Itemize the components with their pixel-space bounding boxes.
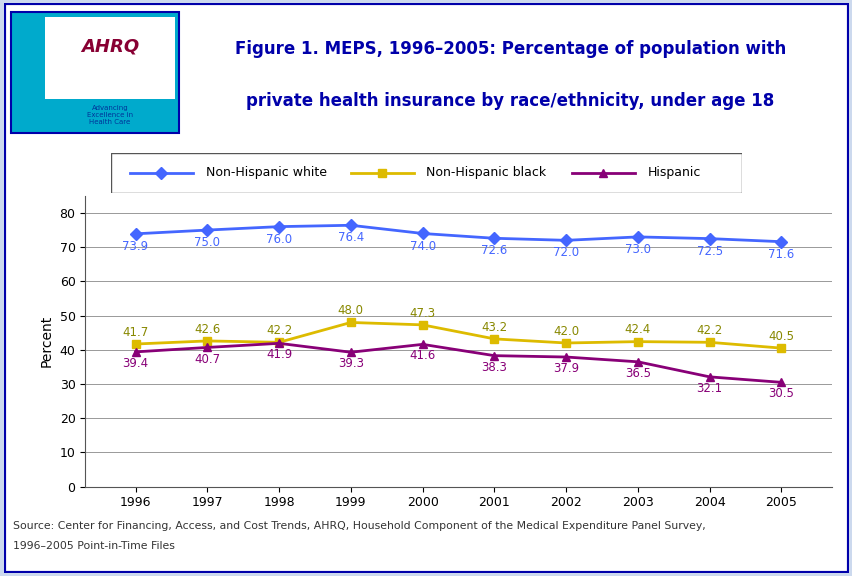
Text: 73.9: 73.9 bbox=[123, 240, 148, 253]
Text: 42.2: 42.2 bbox=[696, 324, 722, 337]
Text: 42.4: 42.4 bbox=[624, 324, 650, 336]
Text: 72.5: 72.5 bbox=[696, 245, 722, 258]
Text: 40.5: 40.5 bbox=[768, 330, 793, 343]
FancyBboxPatch shape bbox=[111, 153, 741, 193]
Text: Source: Center for Financing, Access, and Cost Trends, AHRQ, Household Component: Source: Center for Financing, Access, an… bbox=[13, 521, 705, 531]
Text: 42.2: 42.2 bbox=[266, 324, 292, 337]
Text: 47.3: 47.3 bbox=[409, 307, 435, 320]
FancyBboxPatch shape bbox=[11, 12, 179, 133]
Text: 39.3: 39.3 bbox=[337, 357, 364, 370]
Text: 73.0: 73.0 bbox=[625, 243, 650, 256]
Text: private health insurance by race/ethnicity, under age 18: private health insurance by race/ethnici… bbox=[246, 93, 774, 111]
Text: Hispanic: Hispanic bbox=[647, 166, 700, 179]
Text: 40.7: 40.7 bbox=[194, 353, 220, 366]
Text: 75.0: 75.0 bbox=[194, 236, 220, 249]
Text: 36.5: 36.5 bbox=[625, 367, 650, 380]
Text: 38.3: 38.3 bbox=[481, 361, 507, 374]
Text: 72.6: 72.6 bbox=[481, 244, 507, 257]
Text: 41.7: 41.7 bbox=[123, 326, 148, 339]
Text: 1996–2005 Point-in-Time Files: 1996–2005 Point-in-Time Files bbox=[13, 541, 175, 551]
Text: 42.6: 42.6 bbox=[194, 323, 220, 336]
Text: 48.0: 48.0 bbox=[337, 304, 364, 317]
Text: Non-Hispanic white: Non-Hispanic white bbox=[205, 166, 326, 179]
FancyBboxPatch shape bbox=[44, 17, 175, 99]
Text: 37.9: 37.9 bbox=[552, 362, 579, 375]
Y-axis label: Percent: Percent bbox=[40, 315, 54, 367]
Text: 41.9: 41.9 bbox=[266, 348, 292, 362]
Text: Figure 1. MEPS, 1996–2005: Percentage of population with: Figure 1. MEPS, 1996–2005: Percentage of… bbox=[234, 40, 786, 58]
Text: 43.2: 43.2 bbox=[481, 321, 507, 334]
Text: 32.1: 32.1 bbox=[696, 382, 722, 395]
Text: Advancing
Excellence in
Health Care: Advancing Excellence in Health Care bbox=[87, 105, 133, 124]
Text: 76.0: 76.0 bbox=[266, 233, 291, 246]
FancyBboxPatch shape bbox=[4, 3, 848, 573]
Text: 30.5: 30.5 bbox=[768, 388, 793, 400]
Text: 42.0: 42.0 bbox=[552, 325, 579, 338]
Text: 72.0: 72.0 bbox=[552, 247, 579, 259]
Text: AHRQ: AHRQ bbox=[81, 37, 139, 55]
Text: 39.4: 39.4 bbox=[123, 357, 148, 370]
Text: 76.4: 76.4 bbox=[337, 232, 364, 244]
Text: 71.6: 71.6 bbox=[768, 248, 793, 261]
Text: 41.6: 41.6 bbox=[409, 350, 435, 362]
Text: 74.0: 74.0 bbox=[409, 240, 435, 253]
Text: Non-Hispanic black: Non-Hispanic black bbox=[426, 166, 546, 179]
